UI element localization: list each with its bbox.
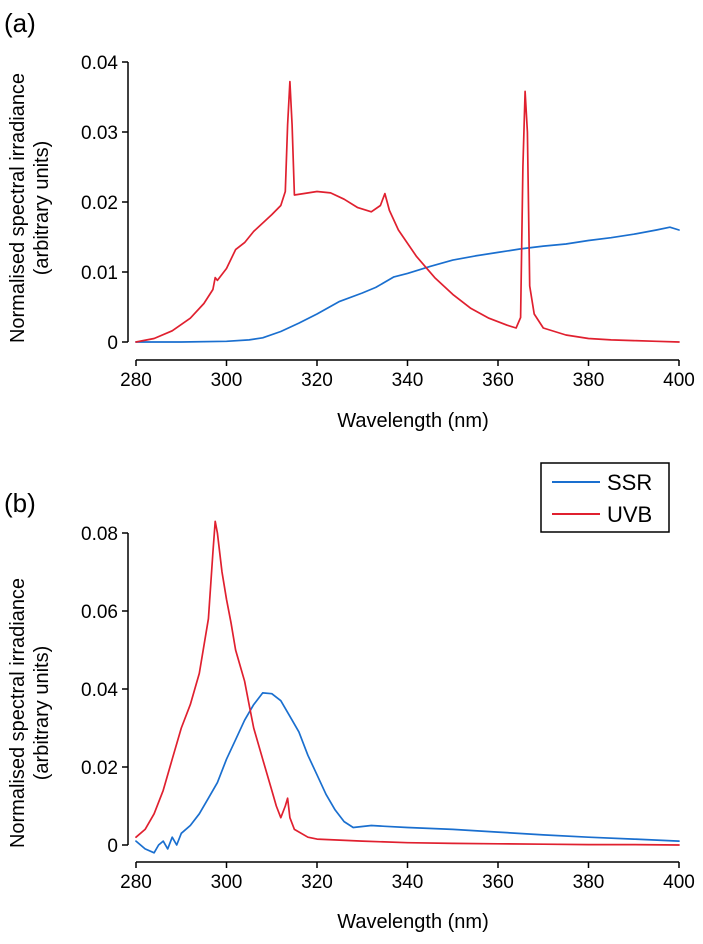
panel-b-ylabel-line2: (arbitrary units) xyxy=(31,646,53,780)
panel-a-y-tick-label: 0.02 xyxy=(81,193,118,214)
panel-a-y-tick-label: 0.04 xyxy=(81,53,118,74)
panel-a-x-tick-label: 360 xyxy=(482,370,514,391)
panel-b-x-tick-label: 340 xyxy=(392,872,424,893)
panel-a-series-ssr xyxy=(135,226,680,343)
panel-b-x-axis-title: Wavelength (nm) xyxy=(337,911,489,933)
legend-label-ssr: SSR xyxy=(607,470,652,495)
panel-a-x-axis-title: Wavelength (nm) xyxy=(337,410,489,432)
panel-a-x-tick-label: 300 xyxy=(211,370,243,391)
legend-label-uvb: UVB xyxy=(607,502,652,527)
legend: SSR UVB xyxy=(540,462,670,533)
panel-b: (b) Normalised spectral irradiance (arbi… xyxy=(4,488,695,933)
panel-a-y-axis-title: Normalised spectral irradiance (arbitrar… xyxy=(7,73,53,343)
legend-box xyxy=(540,462,670,533)
panel-b-x-tick-label: 380 xyxy=(573,872,605,893)
panel-a-x-tick-label: 280 xyxy=(120,370,152,391)
panel-b-x-tick-label: 400 xyxy=(663,872,695,893)
panel-a-x-tick-label: 340 xyxy=(392,370,424,391)
panel-b-y-tick-label: 0.02 xyxy=(81,758,118,779)
panel-a-ylabel-line1: Normalised spectral irradiance xyxy=(7,73,29,343)
panel-b-plot: 0 0.02 0.04 0.06 0.08 280 300 320 340 360 380 400 xyxy=(81,520,695,893)
panel-a-x-tick-label: 400 xyxy=(663,370,695,391)
panel-b-y-tick-label: 0 xyxy=(107,836,118,857)
panel-a-x-tick-label: 320 xyxy=(301,370,333,391)
panel-a-plot: 0 0.01 0.02 0.03 0.04 280 300 320 340 360 380 400 xyxy=(81,53,695,391)
panel-a-label: (a) xyxy=(4,8,36,38)
panel-b-x-tick-label: 280 xyxy=(120,872,152,893)
panel-b-y-tick-label: 0.04 xyxy=(81,680,118,701)
panel-b-y-tick-label: 0.08 xyxy=(81,524,118,545)
panel-b-series-ssr xyxy=(135,692,680,854)
panel-b-y-axis-title: Normalised spectral irradiance (arbitrar… xyxy=(7,578,53,848)
panel-b-x-tick-label: 320 xyxy=(301,872,333,893)
panel-a-ylabel-line2: (arbitrary units) xyxy=(31,141,53,275)
panel-b-ylabel-line1: Normalised spectral irradiance xyxy=(7,578,29,848)
panel-a-y-tick-label: 0.03 xyxy=(81,123,118,144)
panel-b-y-tick-label: 0.06 xyxy=(81,602,118,623)
panel-a-y-tick-label: 0 xyxy=(107,333,118,354)
panel-b-label: (b) xyxy=(4,488,36,518)
panel-a-x-tick-label: 380 xyxy=(573,370,605,391)
panel-a: (a) Normalised spectral irradiance (arbi… xyxy=(4,8,695,432)
panel-a-series-uvb xyxy=(135,80,680,343)
panel-b-x-tick-label: 360 xyxy=(482,872,514,893)
panel-b-x-tick-label: 300 xyxy=(211,872,243,893)
panel-a-y-tick-label: 0.01 xyxy=(81,263,118,284)
panel-b-series-uvb xyxy=(135,520,680,846)
